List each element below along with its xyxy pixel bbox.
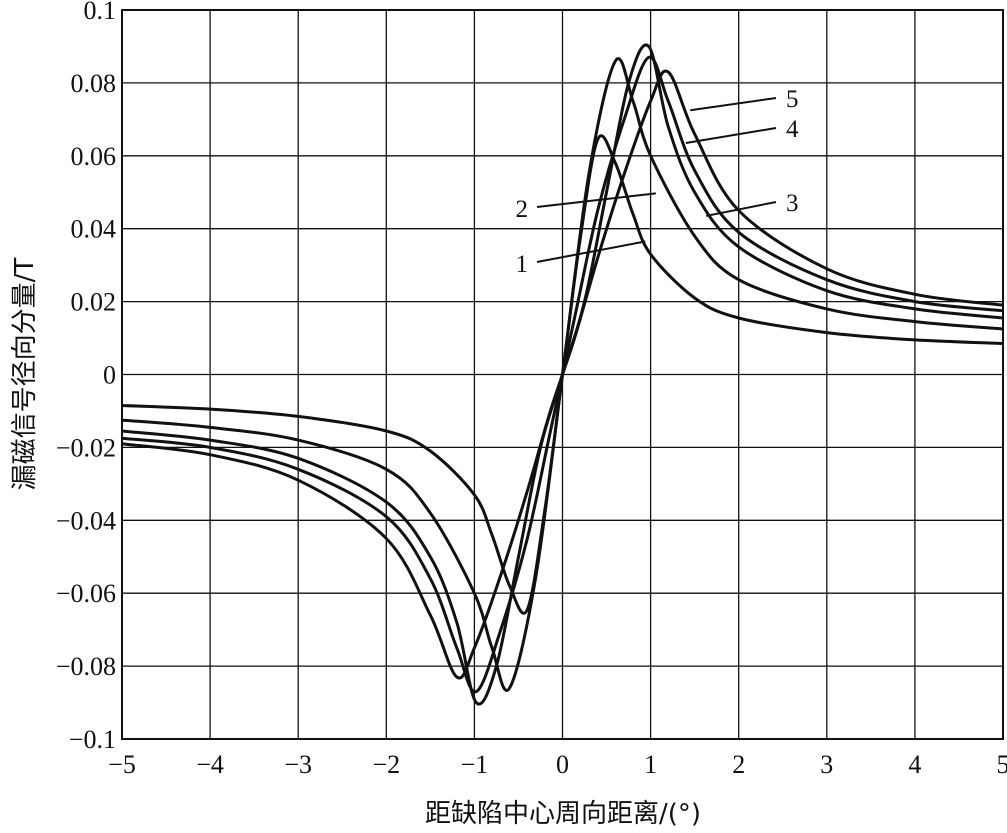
x-tick-label: −5 <box>108 750 136 779</box>
series-5-label: 5 <box>786 86 799 113</box>
series-2-leader <box>536 192 657 208</box>
series-3-leader <box>705 201 777 217</box>
x-tick-label: −2 <box>372 750 400 779</box>
series-1-leader <box>536 240 646 263</box>
y-tick-label: −0.06 <box>56 579 116 608</box>
x-tick-label: 3 <box>820 750 833 779</box>
y-tick-label: 0.06 <box>71 142 117 171</box>
series-labels: 1 2 3 4 5 <box>516 86 800 278</box>
y-tick-label: 0 <box>103 361 116 390</box>
series-5-leader <box>690 97 777 112</box>
plot-frame <box>121 9 1004 740</box>
series-4-label: 4 <box>786 116 799 143</box>
tick-labels: −5 −4 −3 −2 −1 0 1 2 3 4 5 0.1 0.08 0.06 0.04 0.02 0 −0.0… <box>56 0 1007 779</box>
series-1-label: 1 <box>516 251 529 278</box>
y-tick-label: 0.04 <box>71 215 117 244</box>
y-tick-label: −0.02 <box>56 433 116 462</box>
y-tick-label: 0.02 <box>71 288 117 317</box>
y-tick-label: −0.04 <box>56 506 116 535</box>
series-4-leader <box>685 127 777 145</box>
x-tick-label: −1 <box>461 750 489 779</box>
x-tick-label: −3 <box>284 750 312 779</box>
y-tick-label: −0.1 <box>69 725 116 754</box>
series-3-label: 3 <box>786 190 799 217</box>
y-axis-label: 漏磁信号径向分量/T <box>10 258 40 491</box>
x-tick-label: 1 <box>644 750 657 779</box>
y-tick-label: 0.08 <box>71 69 117 98</box>
y-tick-label: −0.08 <box>56 652 116 681</box>
x-tick-label: 2 <box>732 750 745 779</box>
y-tick-label: 0.1 <box>84 0 117 25</box>
x-tick-label: −4 <box>196 750 224 779</box>
x-tick-label: 4 <box>908 750 921 779</box>
x-axis-label: 距缺陷中心周向距离/(°) <box>425 799 701 829</box>
x-tick-label: 0 <box>556 750 569 779</box>
series-2-label: 2 <box>516 196 529 223</box>
x-tick-label: 5 <box>997 750 1007 779</box>
